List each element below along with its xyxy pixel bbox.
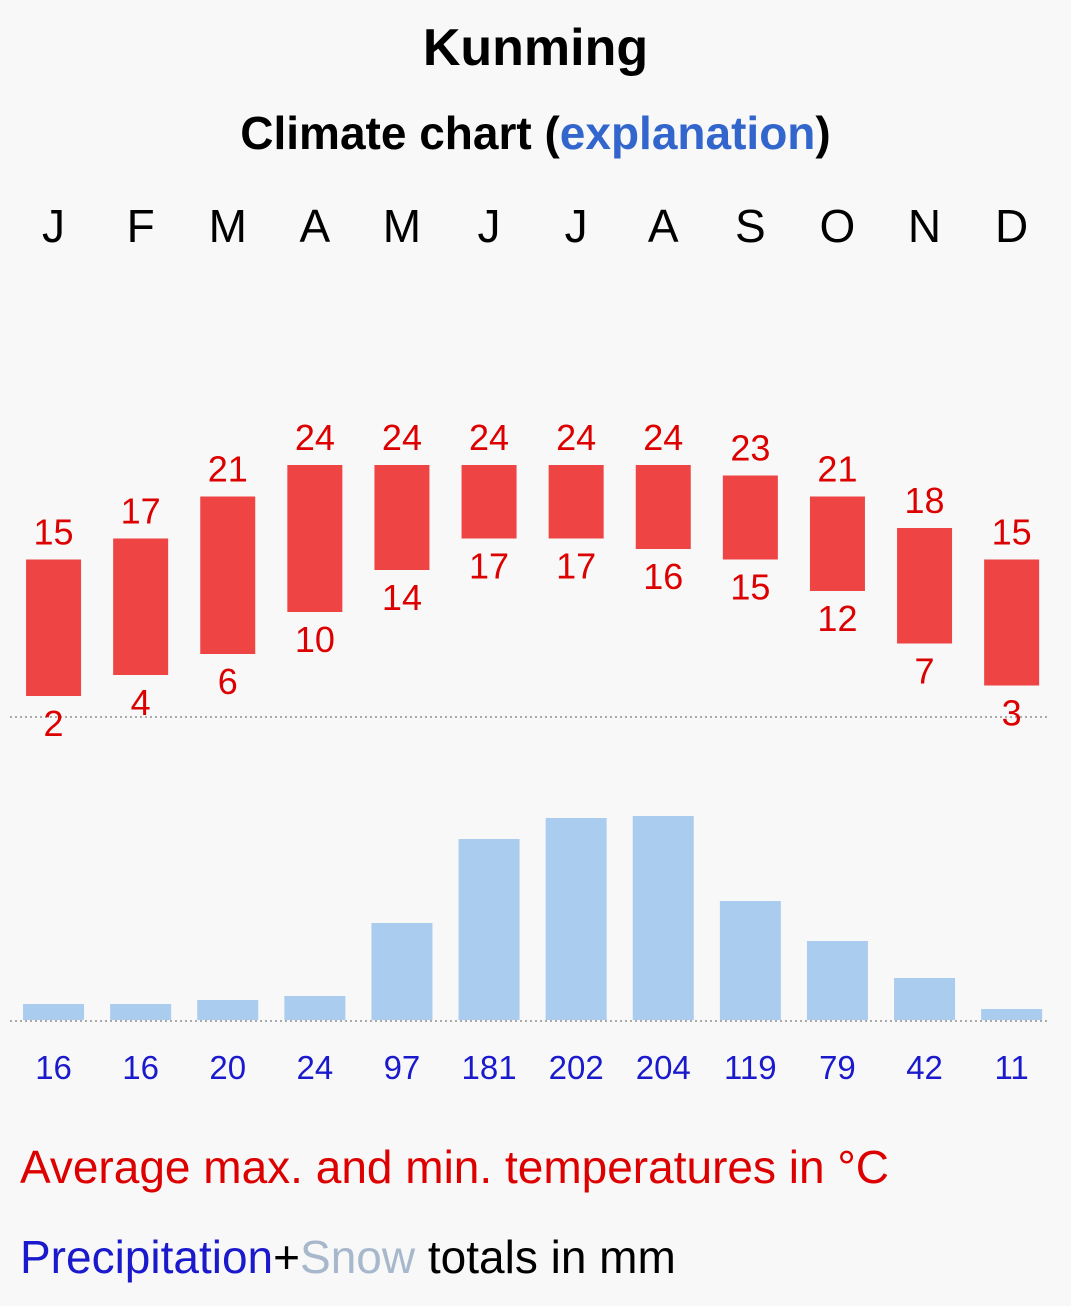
- temperature-range-bar: [26, 559, 82, 696]
- max-temp-label: 24: [469, 417, 509, 458]
- precipitation-bar: [632, 816, 694, 1020]
- temperature-range-bar: [635, 465, 691, 549]
- min-temp-label: 10: [295, 619, 335, 660]
- min-temp-label: 17: [556, 546, 596, 587]
- max-temp-label: 21: [208, 449, 248, 490]
- max-temp-label: 17: [121, 491, 161, 532]
- temperature-range-bar: [548, 465, 604, 539]
- temperature-range-bar: [287, 465, 343, 612]
- precipitation-label: 97: [384, 1049, 421, 1086]
- temperature-range-bar: [374, 465, 430, 570]
- min-temp-label: 2: [44, 703, 64, 744]
- precipitation-bar: [371, 923, 433, 1020]
- precipitation-label: 24: [296, 1049, 333, 1086]
- precipitation-label: 16: [35, 1049, 72, 1086]
- precipitation-label: 204: [636, 1049, 691, 1086]
- precipitation-label: 16: [122, 1049, 159, 1086]
- min-temp-label: 15: [730, 567, 770, 608]
- max-temp-label: 24: [382, 417, 422, 458]
- precipitation-bar: [545, 818, 607, 1020]
- month-label: J: [42, 200, 65, 252]
- max-temp-label: 24: [643, 417, 683, 458]
- month-label: S: [735, 200, 766, 252]
- precipitation-legend: Precipitation+Snow totals in mm: [20, 1230, 676, 1284]
- temperature-range-bar: [722, 475, 778, 560]
- max-temp-label: 21: [817, 449, 857, 490]
- temperature-legend: Average max. and min. temperatures in °C: [20, 1140, 889, 1194]
- max-temp-label: 15: [992, 512, 1032, 553]
- month-label: D: [995, 200, 1028, 252]
- min-temp-label: 12: [817, 598, 857, 639]
- month-label: N: [908, 200, 941, 252]
- max-temp-label: 24: [295, 417, 335, 458]
- min-temp-label: 4: [131, 682, 151, 723]
- precipitation-label: 181: [462, 1049, 517, 1086]
- temperature-range-bar: [113, 538, 169, 675]
- precipitation-bar: [894, 978, 956, 1020]
- explanation-link[interactable]: explanation: [559, 107, 816, 159]
- precipitation-bar: [981, 1009, 1043, 1020]
- precipitation-bar: [197, 1000, 259, 1020]
- precipitation-legend-text: Precipitation: [20, 1231, 274, 1283]
- month-label: J: [565, 200, 588, 252]
- min-temp-label: 6: [218, 661, 238, 702]
- month-label: A: [300, 200, 331, 252]
- temperature-range-bar: [200, 496, 256, 654]
- legend-plus: +: [273, 1231, 301, 1283]
- max-temp-label: 15: [34, 512, 74, 553]
- precipitation-bar: [806, 941, 868, 1020]
- temperature-range-bar: [984, 559, 1040, 686]
- chart-title: Kunming: [422, 19, 649, 77]
- min-temp-label: 7: [915, 651, 935, 692]
- climate-chart: J F M A M J J A S O N D1521742162410241424172417241…: [10, 200, 1048, 1086]
- subtitle-suffix: ): [815, 107, 831, 159]
- max-temp-label: 24: [556, 417, 596, 458]
- month-label: A: [648, 200, 679, 252]
- min-temp-label: 16: [643, 556, 683, 597]
- precipitation-label: 42: [906, 1049, 943, 1086]
- temperature-legend-text: Average max. and min. temperatures in °C: [20, 1141, 889, 1193]
- month-label: F: [127, 200, 155, 252]
- precipitation-label: 119: [724, 1049, 777, 1086]
- month-label: M: [209, 200, 247, 252]
- precipitation-label: 11: [995, 1049, 1029, 1086]
- month-label: J: [478, 200, 501, 252]
- temperature-range-bar: [809, 496, 865, 591]
- temperature-range-bar: [897, 528, 953, 644]
- month-label: O: [820, 200, 856, 252]
- subtitle-prefix: Climate chart (: [240, 107, 560, 159]
- precipitation-bar: [284, 996, 346, 1020]
- temperature-range-bar: [461, 465, 517, 539]
- precipitation-label: 202: [549, 1049, 604, 1086]
- chart-subtitle: Climate chart (explanation): [0, 106, 1071, 160]
- precipitation-bar: [458, 839, 520, 1020]
- max-temp-label: 18: [905, 480, 945, 521]
- min-temp-label: 14: [382, 577, 422, 618]
- precipitation-bar: [23, 1004, 85, 1020]
- precipitation-label: 79: [819, 1049, 856, 1086]
- precipitation-bar: [719, 901, 781, 1020]
- legend-totals-text: totals in mm: [415, 1231, 676, 1283]
- precipitation-label: 20: [209, 1049, 246, 1086]
- min-temp-label: 17: [469, 546, 509, 587]
- precipitation-bar: [110, 1004, 172, 1020]
- max-temp-label: 23: [730, 428, 770, 469]
- month-label: M: [383, 200, 421, 252]
- snow-legend-text: Snow: [300, 1231, 416, 1283]
- min-temp-label: 3: [1002, 693, 1022, 734]
